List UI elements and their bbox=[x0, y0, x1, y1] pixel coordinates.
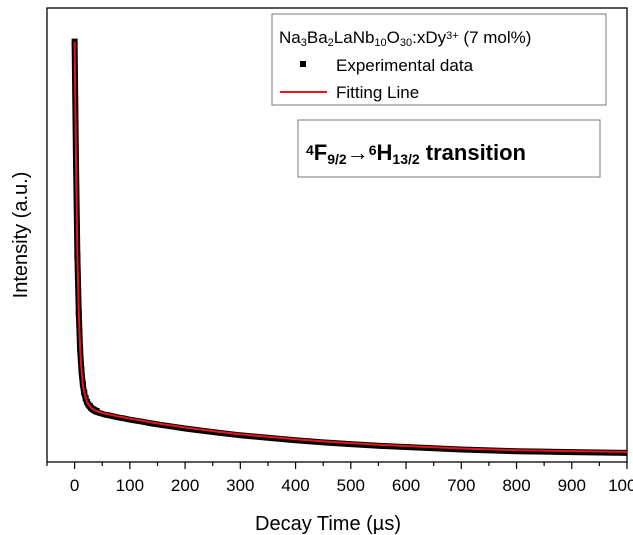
annotation-label: 4F9/2→6H13/2 transition bbox=[306, 140, 526, 167]
transition-annotation: 4F9/2→6H13/2 transition bbox=[297, 119, 601, 178]
legend-box bbox=[271, 13, 607, 106]
series-layer bbox=[71, 38, 628, 456]
x-axis-tick-labels: 0 100 200 300 400 500 600 700 800 900 1000 bbox=[70, 476, 633, 495]
x-tick-label: 400 bbox=[281, 476, 309, 495]
x-tick-label: 800 bbox=[502, 476, 530, 495]
x-tick-label: 1000 bbox=[608, 476, 633, 495]
y-axis-title: Intensity (a.u.) bbox=[10, 172, 32, 299]
x-tick-label: 200 bbox=[171, 476, 199, 495]
rich-text-part: LaNb bbox=[334, 28, 375, 47]
legend: Na3Ba2LaNb10O30:xDy3+ (7 mol%) Experimen… bbox=[271, 13, 607, 106]
rich-text-part: 30 bbox=[400, 37, 412, 49]
x-tick-label: 100 bbox=[116, 476, 144, 495]
annotation-box bbox=[297, 119, 601, 178]
legend-label-experimental: Experimental data bbox=[336, 56, 474, 75]
x-axis-title: Decay Time (µs) bbox=[255, 513, 401, 535]
fitting-line-series bbox=[73, 41, 628, 453]
rich-text-part: 10 bbox=[374, 37, 386, 49]
rich-text-part: O bbox=[387, 28, 400, 47]
rich-text-part: 9/2 bbox=[327, 151, 347, 167]
x-axis-ticks bbox=[46, 462, 628, 469]
legend-label-fit: Fitting Line bbox=[336, 83, 419, 102]
rich-text-part: 6 bbox=[369, 142, 377, 158]
rich-text-part: transition bbox=[420, 140, 526, 165]
rich-text-part: 3 bbox=[301, 37, 307, 49]
rich-text-part: → bbox=[347, 140, 369, 165]
x-tick-label: 300 bbox=[226, 476, 254, 495]
x-tick-label: 700 bbox=[447, 476, 475, 495]
rich-text-part: 4 bbox=[306, 142, 314, 158]
rich-text-part: Na bbox=[279, 28, 301, 47]
legend-title: Na3Ba2LaNb10O30:xDy3+ (7 mol%) bbox=[279, 28, 531, 49]
rich-text-part: 2 bbox=[328, 37, 334, 49]
legend-marker-square bbox=[300, 61, 306, 67]
x-tick-label: 900 bbox=[558, 476, 586, 495]
rich-text-part: 3+ bbox=[446, 30, 459, 42]
x-tick-label: 600 bbox=[392, 476, 420, 495]
x-tick-label: 500 bbox=[337, 476, 365, 495]
rich-text-part: (7 mol%) bbox=[459, 28, 532, 47]
rich-text-part: :xDy bbox=[412, 28, 447, 47]
rich-text-part: Ba bbox=[307, 28, 328, 47]
rich-text-part: 13/2 bbox=[392, 151, 419, 167]
x-tick-label: 0 bbox=[70, 476, 79, 495]
rich-text-part: H bbox=[377, 140, 393, 165]
rich-text-part: F bbox=[314, 140, 327, 165]
